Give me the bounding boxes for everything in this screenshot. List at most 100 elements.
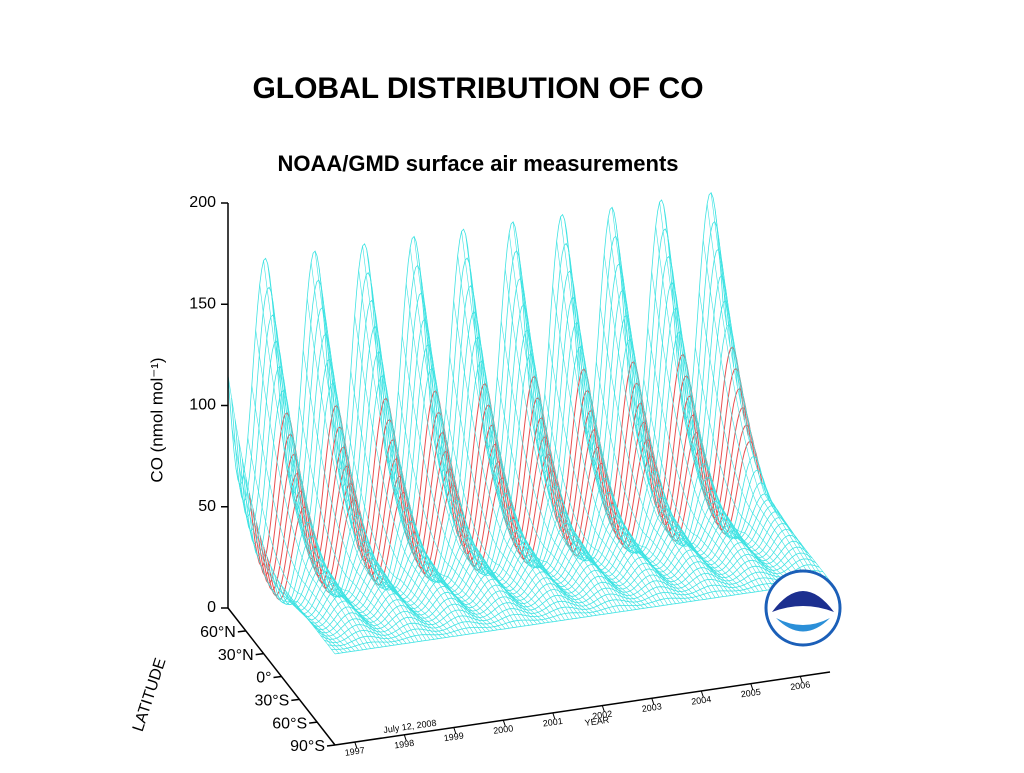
y-tick-label: 60°N [200,624,236,641]
mesh-line [350,370,459,636]
mesh-line [263,260,371,649]
mesh-line [512,221,621,612]
x-tick-label: 1999 [443,731,464,744]
mesh-line [556,240,664,606]
mesh-line [508,232,617,613]
noaa-logo [764,569,842,647]
x-tick-label: 2005 [740,687,761,700]
mesh-line [702,239,811,584]
mesh-line [599,306,708,600]
mesh-line [243,473,352,652]
mesh-line [326,360,435,640]
mesh-line [421,292,530,626]
mesh-line [390,460,498,631]
y-tick [237,630,246,633]
z-axis-label: CO (nmol mol⁻¹) [147,357,166,482]
x-tick-label: 2006 [790,679,811,692]
mesh-line [564,219,672,605]
z-tick-label: 0 [207,599,216,616]
mesh-line [607,218,716,598]
y-tick-label: 90°S [290,738,325,755]
mesh-line [663,204,771,590]
mesh-line [313,546,809,634]
z-tick-label: 150 [189,295,216,312]
mesh-line [374,325,482,633]
surface [227,191,831,655]
mesh-line [342,458,451,638]
mesh-line [687,416,795,587]
x-tick [552,712,556,720]
mesh-line [306,297,415,643]
mesh-line [413,236,522,627]
mesh-line [279,395,387,647]
mesh-line [324,564,820,644]
mesh-line [679,384,787,588]
mesh-line [584,428,692,602]
mesh-line [255,329,363,650]
mesh-line [299,405,407,644]
mesh-line [453,300,561,621]
annotation: July 12, 2008 [383,718,437,735]
mesh-line [362,245,470,635]
mesh-line [706,203,815,584]
mesh-line [310,262,419,642]
mesh-line [401,335,510,629]
title: GLOBAL DISTRIBUTION OF CO [252,72,703,105]
x-tick [453,727,457,734]
mesh-line [659,202,767,591]
mesh-line [611,207,720,598]
mesh-line [576,351,684,603]
x-tick-label: 2000 [493,723,514,736]
mesh-line [277,482,774,606]
mesh-line [445,408,554,623]
z-tick-label: 100 [189,397,216,414]
mesh-line [683,413,791,587]
mesh-line [655,226,763,591]
x-tick-label: 2003 [641,701,662,714]
x-tick [750,683,754,690]
mesh-line [647,327,756,593]
mesh-line [710,192,819,583]
mesh-line [485,443,593,617]
mesh-line [516,238,625,612]
x-tick [502,720,506,727]
y-tick-label: 0° [256,670,271,687]
y-tick-label: 30°N [218,647,254,664]
mesh-line [536,440,645,609]
x-axis-label: YEAR [584,715,610,728]
mesh-line [691,392,799,586]
mesh-line [291,475,399,645]
mesh-line [603,254,712,599]
mesh-line [429,398,538,625]
mesh-line [275,340,383,648]
mesh-line [615,223,724,597]
x-tick [651,698,655,705]
mesh-line [695,347,803,586]
y-tick [309,721,318,724]
mesh-line [465,234,573,619]
mesh-line [671,281,779,589]
mesh-line [259,284,367,650]
mesh-line [497,376,605,615]
y-tick [291,698,300,702]
mesh-line [437,455,546,624]
x-tick [700,690,704,698]
mesh-line [580,399,688,603]
mesh-line [314,251,423,642]
mesh-line [504,268,613,614]
mesh-line [378,380,486,632]
mesh-line [588,431,696,601]
mesh-line [619,263,728,597]
x-axis [334,671,831,746]
y-tick [273,675,282,679]
x-tick-label: 2001 [542,716,563,729]
mesh-line [354,315,462,636]
y-tick [326,744,336,747]
mesh-line [266,440,763,601]
mesh-line [267,263,375,649]
x-tick-label: 2004 [691,694,712,707]
mesh-line [722,302,831,582]
mesh-line [528,384,637,610]
mesh-line [643,379,752,593]
